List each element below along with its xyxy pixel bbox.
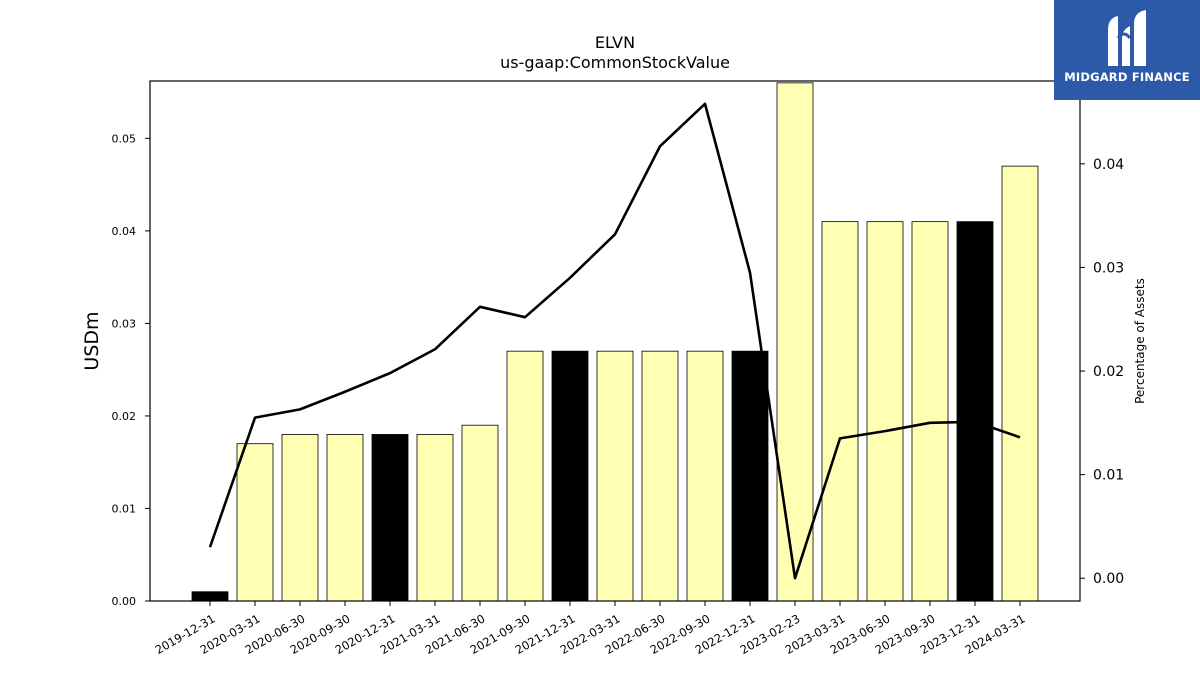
bar-2021-06-30 [461,424,499,602]
bar-2022-12-31 [731,350,769,602]
bar-2024-03-31 [1001,165,1039,602]
line-group [208,102,1021,580]
bar-2020-09-30 [326,434,364,602]
bar-2022-06-30 [641,350,679,602]
bar-2023-02-23 [776,82,814,602]
y2-axis-label: Percentage of Assets [1133,278,1147,404]
bar-group [191,82,1039,602]
y-tick-label: 0.05 [112,132,137,145]
chart-title: ELVN [595,33,635,52]
bar-2020-06-30 [281,434,319,602]
bar-2021-09-30 [506,350,544,602]
logo-text: MIDGARD FINANCE [1064,70,1190,84]
y2-tick-label: 0.02 [1093,364,1124,380]
bar-2021-12-31 [551,350,589,602]
y2-tick-label: 0.03 [1093,260,1124,276]
bar-2023-06-30 [866,221,904,602]
y-tick-label: 0.00 [112,595,137,608]
y-tick-label: 0.03 [112,317,137,330]
y-tick-label: 0.02 [112,410,137,423]
bar-2022-09-30 [686,350,724,602]
y2-tick-label: 0.01 [1093,468,1124,484]
y-tick-label: 0.04 [112,225,137,238]
bar-2021-03-31 [416,434,454,602]
chart-subtitle: us-gaap:CommonStockValue [500,53,730,72]
y2-tick-label: 0.00 [1093,571,1124,587]
logo-mark-icon [1108,10,1146,66]
midgard-finance-logo: MIDGARD FINANCE [1054,0,1200,100]
bar-2020-12-31 [371,434,409,602]
y-axis-label: USDm [81,311,103,370]
bar-2019-12-31 [191,591,229,602]
bar-2023-12-31 [956,221,994,602]
bar-2023-09-30 [911,221,949,602]
y-tick-label: 0.01 [112,502,137,515]
bar-2020-03-31 [236,443,274,602]
y2-tick-label: 0.04 [1093,157,1124,173]
bar-2022-03-31 [596,350,634,602]
bar-2023-03-31 [821,221,859,602]
percentage-of-assets-line [208,102,1021,580]
